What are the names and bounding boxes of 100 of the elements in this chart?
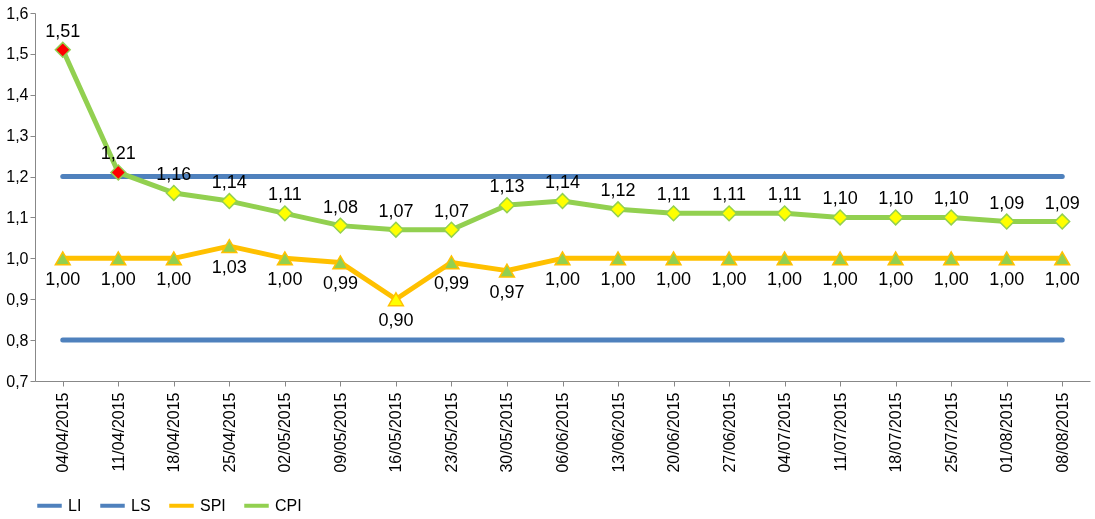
point bbox=[221, 192, 238, 210]
point bbox=[831, 209, 849, 226]
point bbox=[720, 205, 738, 222]
x-tick-label: 01/08/2015 bbox=[998, 392, 1016, 473]
point bbox=[887, 209, 904, 226]
data-label: 1,00 bbox=[544, 269, 581, 290]
x-tick-label: 25/04/2015 bbox=[220, 392, 238, 473]
data-label: 1,13 bbox=[489, 176, 525, 197]
point bbox=[165, 184, 182, 202]
point bbox=[54, 41, 71, 58]
y-tick-label: 0,8 bbox=[6, 331, 29, 349]
point bbox=[498, 263, 516, 278]
y-tick-label: 1,4 bbox=[6, 86, 29, 104]
point bbox=[54, 251, 71, 266]
x-tick-label: 16/05/2015 bbox=[387, 392, 405, 473]
x-tick-label: 23/05/2015 bbox=[442, 392, 460, 473]
point bbox=[1054, 251, 1071, 266]
point bbox=[110, 251, 127, 266]
data-label: 1,10 bbox=[878, 188, 914, 209]
point bbox=[387, 221, 405, 238]
point bbox=[720, 251, 738, 266]
data-label: 1,00 bbox=[933, 269, 969, 290]
data-label: 1,00 bbox=[822, 269, 858, 290]
point bbox=[165, 251, 182, 266]
y-tick-label: 1,1 bbox=[6, 208, 29, 226]
data-label: 1,12 bbox=[600, 180, 636, 201]
data-label: 1,00 bbox=[600, 269, 636, 290]
x-tick-label: 08/08/2015 bbox=[1053, 392, 1071, 473]
point bbox=[498, 197, 516, 214]
x-tick-label: 27/06/2015 bbox=[720, 392, 738, 473]
data-label: 1,11 bbox=[767, 184, 802, 205]
x-tick-label: 02/05/2015 bbox=[276, 392, 294, 473]
legend-label: LI bbox=[68, 496, 82, 514]
y-tick-label: 1,2 bbox=[6, 168, 29, 186]
data-label: 1,00 bbox=[156, 269, 192, 290]
data-label: 0,97 bbox=[489, 281, 525, 302]
x-tick-label: 04/07/2015 bbox=[776, 392, 794, 473]
point bbox=[998, 251, 1015, 266]
point bbox=[943, 209, 960, 226]
y-tick-label: 1,0 bbox=[6, 249, 29, 267]
data-label: 1,00 bbox=[711, 269, 747, 290]
data-label: 1,00 bbox=[767, 269, 803, 290]
x-tick-label: 11/07/2015 bbox=[831, 392, 849, 472]
x-tick-label: 04/04/2015 bbox=[54, 392, 72, 473]
point bbox=[443, 221, 460, 238]
point bbox=[332, 217, 349, 234]
point bbox=[554, 251, 571, 266]
point bbox=[221, 238, 238, 254]
point bbox=[554, 192, 571, 210]
data-label: 1,00 bbox=[100, 269, 136, 290]
x-tick-label: 20/06/2015 bbox=[665, 392, 683, 473]
y-tick-label: 0,9 bbox=[6, 290, 29, 308]
data-label: 1,07 bbox=[433, 200, 469, 221]
point bbox=[665, 205, 682, 222]
point bbox=[776, 205, 793, 222]
point bbox=[276, 205, 294, 222]
point bbox=[332, 255, 349, 270]
legend-label: SPI bbox=[200, 496, 226, 514]
data-label: 1,00 bbox=[989, 269, 1025, 290]
x-tick-label: 18/07/2015 bbox=[887, 392, 905, 473]
point bbox=[943, 251, 960, 266]
x-tick-label: 18/04/2015 bbox=[165, 392, 183, 473]
data-label: 1,07 bbox=[378, 200, 414, 221]
x-tick-label: 13/06/2015 bbox=[609, 392, 627, 473]
y-tick-label: 1,6 bbox=[6, 4, 29, 22]
point bbox=[276, 251, 294, 266]
x-tick-label: 09/05/2015 bbox=[331, 392, 349, 473]
data-label: 0,99 bbox=[322, 273, 358, 294]
data-label: 1,00 bbox=[45, 269, 81, 290]
data-label: 0,90 bbox=[378, 310, 414, 331]
point bbox=[1054, 213, 1071, 230]
data-label: 0,99 bbox=[433, 273, 469, 294]
x-tick-label: 11/04/2015 bbox=[109, 392, 127, 472]
x-tick-label: 25/07/2015 bbox=[942, 392, 960, 473]
legend-label: LS bbox=[131, 496, 151, 514]
data-label: 1,00 bbox=[656, 269, 692, 290]
point bbox=[887, 251, 904, 266]
data-label: 1,00 bbox=[878, 269, 914, 290]
data-label: 1,11 bbox=[712, 184, 746, 205]
point bbox=[443, 255, 460, 270]
point bbox=[776, 251, 793, 266]
point bbox=[609, 251, 627, 266]
x-tick-label: 06/06/2015 bbox=[554, 392, 571, 473]
point bbox=[665, 251, 682, 266]
data-label: 1,51 bbox=[45, 20, 81, 41]
point bbox=[831, 251, 849, 266]
y-tick-label: 1,3 bbox=[6, 127, 29, 145]
data-label: 1,00 bbox=[1044, 269, 1080, 290]
data-label: 1,11 bbox=[268, 184, 302, 205]
point bbox=[110, 164, 127, 181]
y-tick-label: 0,7 bbox=[6, 372, 29, 390]
point bbox=[998, 213, 1015, 230]
x-tick-label: 30/05/2015 bbox=[498, 392, 516, 473]
data-label: 1,03 bbox=[211, 257, 247, 278]
data-label: 1,08 bbox=[322, 196, 358, 217]
data-label: 1,00 bbox=[267, 269, 303, 290]
point bbox=[609, 201, 627, 218]
data-label: 1,10 bbox=[933, 188, 969, 209]
y-tick-label: 1,5 bbox=[6, 45, 29, 63]
data-label: 1,09 bbox=[989, 192, 1025, 213]
